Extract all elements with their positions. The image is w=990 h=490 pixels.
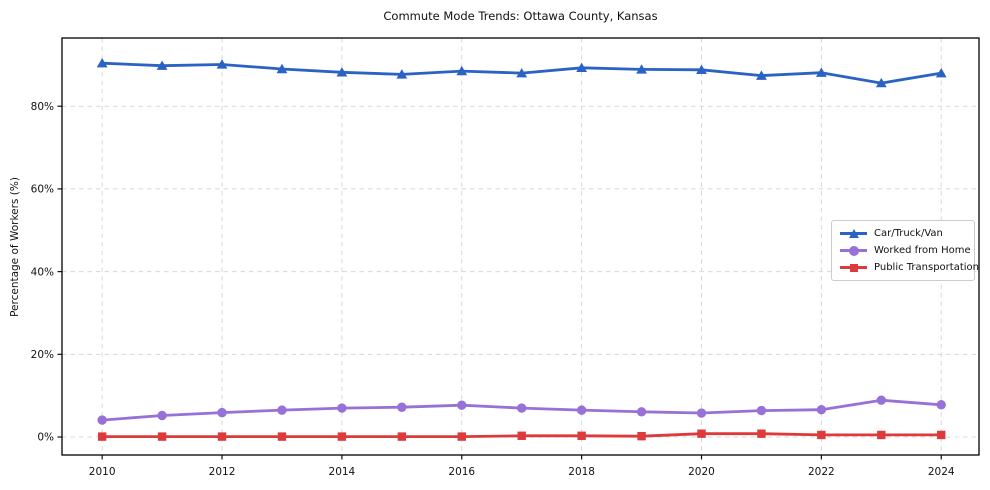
x-tick-label: 2020 [688, 466, 715, 478]
data-point-square [277, 432, 287, 441]
data-point-circle [636, 407, 647, 417]
y-tick-label: 40% [31, 266, 54, 278]
data-point-square [877, 430, 886, 440]
legend-label-worked-from-home: Worked from Home [874, 245, 971, 256]
data-point-triangle [456, 65, 468, 76]
data-point-circle [816, 405, 827, 415]
data-point-circle [576, 405, 587, 415]
data-point-triangle [935, 67, 947, 78]
data-point-triangle [696, 64, 707, 75]
data-point-circle [516, 403, 527, 413]
data-point-triangle [336, 67, 348, 77]
data-point-square [97, 432, 107, 441]
data-point-square [157, 432, 167, 441]
data-point-circle [157, 410, 167, 421]
data-point-square [577, 431, 586, 440]
x-tick-label: 2018 [568, 466, 595, 478]
data-point-square [337, 432, 347, 441]
data-point-circle [217, 407, 227, 418]
data-point-triangle [576, 62, 588, 72]
legend-label-public-transportation: Public Transportation [874, 262, 979, 273]
data-point-square [397, 432, 407, 441]
x-tick-label: 2024 [928, 466, 955, 478]
data-point-square [457, 432, 466, 441]
data-point-triangle [156, 60, 168, 70]
data-point-square [817, 430, 826, 440]
data-point-square [697, 429, 706, 438]
y-tick-label: 80% [31, 101, 54, 113]
data-point-triangle [756, 70, 767, 80]
x-tick-label: 2012 [209, 466, 236, 478]
x-tick-label: 2014 [329, 466, 356, 478]
data-point-square [937, 430, 946, 440]
data-point-triangle [396, 69, 408, 79]
data-point-circle [277, 405, 287, 415]
data-point-circle [936, 400, 946, 410]
y-tick-label: 20% [31, 349, 54, 361]
legend: Car/Truck/Van Worked from Home Public Tr… [831, 220, 979, 281]
legend-item-car-truck-van: Car/Truck/Van [840, 226, 966, 241]
x-tick-label: 2022 [808, 466, 835, 478]
line-square-marker-icon [840, 262, 867, 274]
data-point-triangle [875, 77, 887, 88]
data-point-triangle [636, 64, 647, 74]
data-point-triangle [96, 58, 108, 68]
data-point-circle [397, 402, 407, 412]
data-point-circle [756, 405, 767, 416]
data-point-circle [97, 415, 107, 425]
data-point-circle [876, 395, 887, 405]
data-point-circle [696, 408, 707, 418]
y-tick-label: 60% [31, 184, 54, 196]
y-tick-label: 0% [37, 432, 54, 444]
data-point-triangle [216, 59, 228, 69]
data-point-triangle [516, 67, 528, 78]
data-point-circle [337, 403, 347, 413]
data-point-square [637, 431, 646, 441]
legend-item-public-transportation: Public Transportation [840, 260, 979, 275]
line-circle-marker-icon [840, 245, 867, 257]
x-tick-label: 2010 [89, 466, 116, 478]
data-point-triangle [276, 63, 288, 74]
data-point-triangle [815, 67, 827, 77]
chart-title: Commute Mode Trends: Ottawa County, Kans… [383, 9, 658, 23]
line-triangle-marker-icon [840, 228, 867, 240]
data-point-square [517, 431, 526, 440]
x-tick-label: 2016 [448, 466, 475, 478]
plot-border [61, 37, 980, 456]
legend-item-worked-from-home: Worked from Home [840, 243, 971, 258]
data-point-square [757, 429, 766, 438]
data-point-circle [457, 400, 467, 410]
data-point-square [217, 432, 227, 441]
legend-label-car-truck-van: Car/Truck/Van [874, 228, 943, 239]
